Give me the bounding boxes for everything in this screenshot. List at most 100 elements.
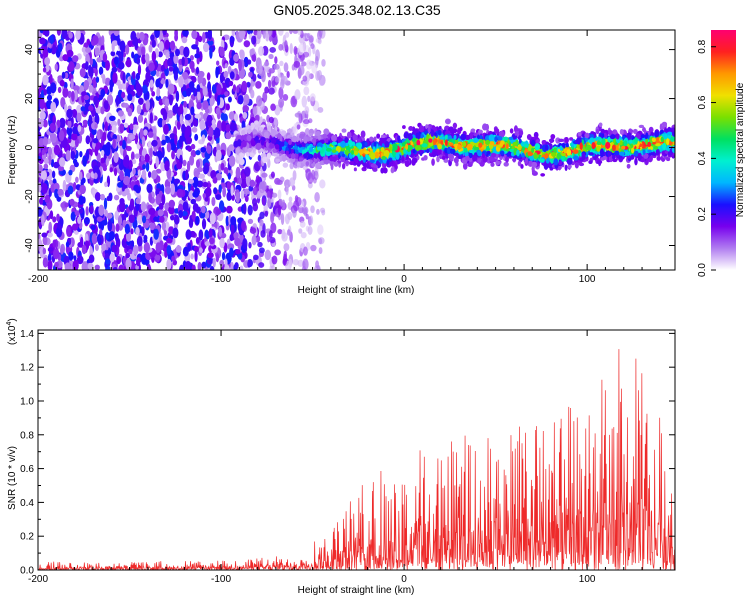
spec-noise-cell [128, 249, 133, 255]
spec-signal-cell [503, 161, 509, 167]
spec-noise-cell [229, 122, 237, 132]
spec-noise-cell [111, 244, 118, 253]
spec-noise-cell [187, 146, 192, 152]
spec-noise-cell [39, 97, 45, 110]
spec-noise-cell [246, 81, 251, 88]
spec-noise-cell [48, 179, 53, 185]
spec-noise-cell [151, 39, 156, 48]
spec-noise-cell [302, 258, 309, 270]
spec-noise-cell [242, 238, 248, 250]
spec-noise-cell [52, 239, 57, 248]
spec-noise-cell [64, 202, 69, 208]
spec-noise-cell [101, 219, 108, 226]
spec-noise-cell [74, 137, 79, 148]
spec-noise-cell [92, 35, 99, 45]
spec-noise-cell [271, 30, 277, 38]
spec-noise-cell [289, 42, 293, 55]
spec-signal-cell [364, 141, 368, 147]
spec-noise-cell [196, 101, 202, 110]
spec-noise-cell [61, 30, 68, 40]
spec-noise-cell [95, 76, 100, 83]
spec-noise-cell [50, 101, 57, 113]
spec-noise-cell [267, 197, 272, 208]
spec-noise-cell [302, 119, 310, 125]
spec-noise-cell [106, 195, 111, 202]
spec-noise-cell [259, 211, 265, 220]
spec-noise-cell [38, 182, 42, 193]
spec-signal-cell [438, 125, 442, 130]
spec-noise-cell [81, 196, 86, 204]
spec-noise-cell [109, 167, 114, 173]
spec-noise-cell [141, 136, 146, 147]
spec-noise-cell [247, 59, 252, 65]
spec-signal-cell [381, 134, 386, 139]
spec-noise-cell [164, 98, 170, 107]
spec-noise-cell [250, 89, 255, 99]
spec-noise-cell [113, 30, 120, 37]
spec-noise-cell [183, 101, 187, 108]
spec-signal-cell [626, 151, 630, 157]
spec-noise-cell [271, 255, 278, 265]
spec-noise-cell [277, 189, 282, 200]
spec-noise-cell [83, 217, 90, 225]
spec-noise-cell [77, 124, 82, 133]
spec-noise-cell [79, 150, 83, 158]
spec-noise-cell [272, 192, 278, 198]
spec-noise-cell [271, 80, 276, 88]
spec-noise-cell [81, 244, 87, 255]
spec-noise-cell [168, 199, 176, 208]
spec-noise-cell [184, 130, 190, 140]
spec-noise-cell [268, 87, 275, 95]
spec-noise-cell [182, 246, 189, 257]
spec-noise-cell [164, 160, 170, 172]
spec-noise-cell [195, 159, 201, 169]
spec-noise-cell [202, 85, 208, 97]
spec-noise-cell [104, 181, 108, 188]
spec-noise-cell [197, 75, 204, 84]
spec-noise-cell [76, 112, 82, 123]
spec-noise-cell [173, 71, 179, 81]
spec-noise-cell [155, 242, 161, 254]
spec-noise-cell [98, 204, 105, 216]
spec-noise-cell [257, 241, 263, 248]
spec-noise-cell [44, 30, 50, 37]
spec-noise-cell [38, 206, 43, 217]
spec-noise-cell [285, 184, 289, 196]
spec-noise-cell [224, 91, 229, 97]
spec-noise-cell [212, 176, 218, 184]
spec-noise-cell [47, 247, 54, 253]
spec-signal-cell [634, 157, 638, 166]
spec-signal-cell [558, 138, 565, 143]
spec-noise-cell [274, 76, 279, 83]
spec-noise-cell [178, 210, 184, 219]
spec-noise-cell [273, 63, 280, 70]
spec-noise-cell [207, 252, 214, 259]
spec-noise-cell [107, 219, 113, 232]
spec-noise-cell [208, 228, 213, 238]
spec-noise-cell [198, 35, 203, 43]
spec-noise-cell [105, 147, 111, 157]
spec-noise-cell [54, 261, 59, 268]
spec-noise-cell [317, 38, 322, 45]
spec-noise-cell [116, 134, 121, 143]
spec-noise-cell [169, 40, 176, 51]
spec-noise-cell [229, 71, 235, 80]
spec-noise-cell [151, 50, 157, 63]
spec-noise-cell [240, 177, 248, 189]
spec-noise-cell [201, 218, 207, 230]
spec-noise-cell [40, 170, 47, 181]
spec-noise-cell [307, 95, 311, 102]
spec-signal-cell [452, 128, 458, 134]
spec-noise-cell [117, 61, 125, 70]
spec-noise-cell [42, 47, 49, 59]
spec-noise-cell [47, 146, 53, 156]
spec-signal-cell [666, 157, 671, 162]
spec-noise-cell [197, 261, 202, 270]
spec-noise-cell [85, 206, 89, 216]
spec-noise-cell [188, 217, 194, 229]
spec-noise-cell [226, 191, 232, 201]
spec-noise-cell [249, 48, 255, 56]
spec-noise-cell [317, 107, 324, 113]
spec-noise-cell [88, 84, 94, 93]
